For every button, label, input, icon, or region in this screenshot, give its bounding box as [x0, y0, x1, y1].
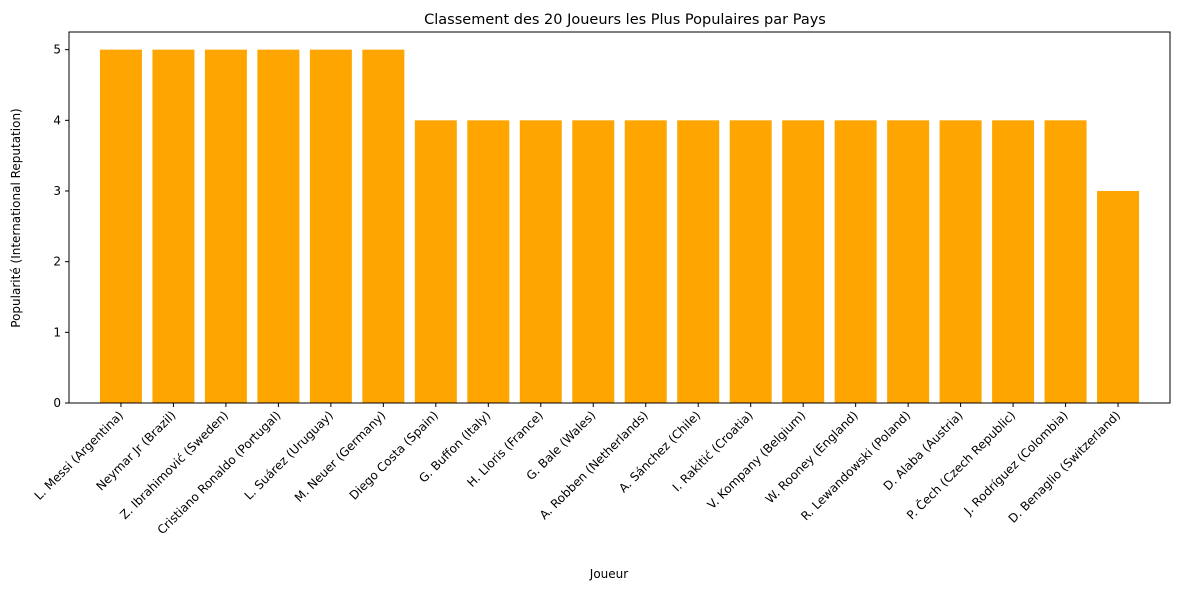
bar — [152, 49, 195, 404]
bar — [992, 120, 1035, 403]
y-tick-label: 4 — [53, 113, 61, 127]
y-tick-label: 1 — [53, 325, 61, 339]
bar — [519, 120, 562, 403]
bar — [257, 49, 300, 404]
bar — [99, 49, 142, 404]
y-tick-label: 0 — [53, 396, 61, 410]
bar — [1044, 120, 1087, 403]
chart-title: Classement des 20 Joueurs les Plus Popul… — [424, 12, 826, 28]
x-tick-label: Z. Ibrahimović (Sweden) — [117, 408, 231, 522]
bar — [834, 120, 877, 403]
x-tick-label: J. Rodríguez (Colombia) — [961, 408, 1071, 518]
bar — [939, 120, 982, 403]
x-tick-label: A. Robben (Netherlands) — [537, 408, 651, 522]
y-tick-label: 3 — [53, 184, 61, 198]
y-axis-ticks: 0 1 2 3 4 5 — [53, 43, 69, 410]
x-tick-label: M. Neuer (Germany) — [292, 408, 389, 505]
x-tick-label: V. Kompany (Belgium) — [705, 408, 809, 512]
bar — [467, 120, 510, 403]
x-tick-label: L. Messi (Argentina) — [32, 408, 126, 502]
bar — [414, 120, 457, 403]
bar — [572, 120, 615, 403]
bar — [204, 49, 247, 404]
bar — [782, 120, 825, 403]
bar — [677, 120, 720, 403]
bar — [1097, 191, 1140, 403]
x-tick-label: R. Lewandowski (Poland) — [798, 408, 913, 523]
y-tick-label: 5 — [53, 43, 61, 57]
bar — [624, 120, 667, 403]
x-tick-label: D. Benaglio (Switzerland) — [1006, 408, 1124, 526]
plot-frame — [68, 31, 1171, 404]
bar — [887, 120, 930, 403]
bar — [362, 49, 405, 404]
x-tick-label: L. Suárez (Uruguay) — [242, 408, 336, 502]
bar — [729, 120, 772, 403]
x-tick-label: Diego Costa (Spain) — [347, 408, 441, 502]
x-tick-label: P. Čech (Czech Republic) — [903, 408, 1018, 523]
x-axis-label: Joueur — [589, 567, 628, 581]
bars-group — [99, 49, 1140, 404]
y-axis-label: Popularité (International Reputation) — [9, 108, 23, 327]
x-tick-label: W. Rooney (England) — [763, 408, 861, 506]
x-axis-ticks: L. Messi (Argentina)Neymar Jr (Brazil)Z.… — [32, 403, 1124, 537]
bar — [309, 49, 352, 404]
y-tick-label: 2 — [53, 255, 61, 269]
